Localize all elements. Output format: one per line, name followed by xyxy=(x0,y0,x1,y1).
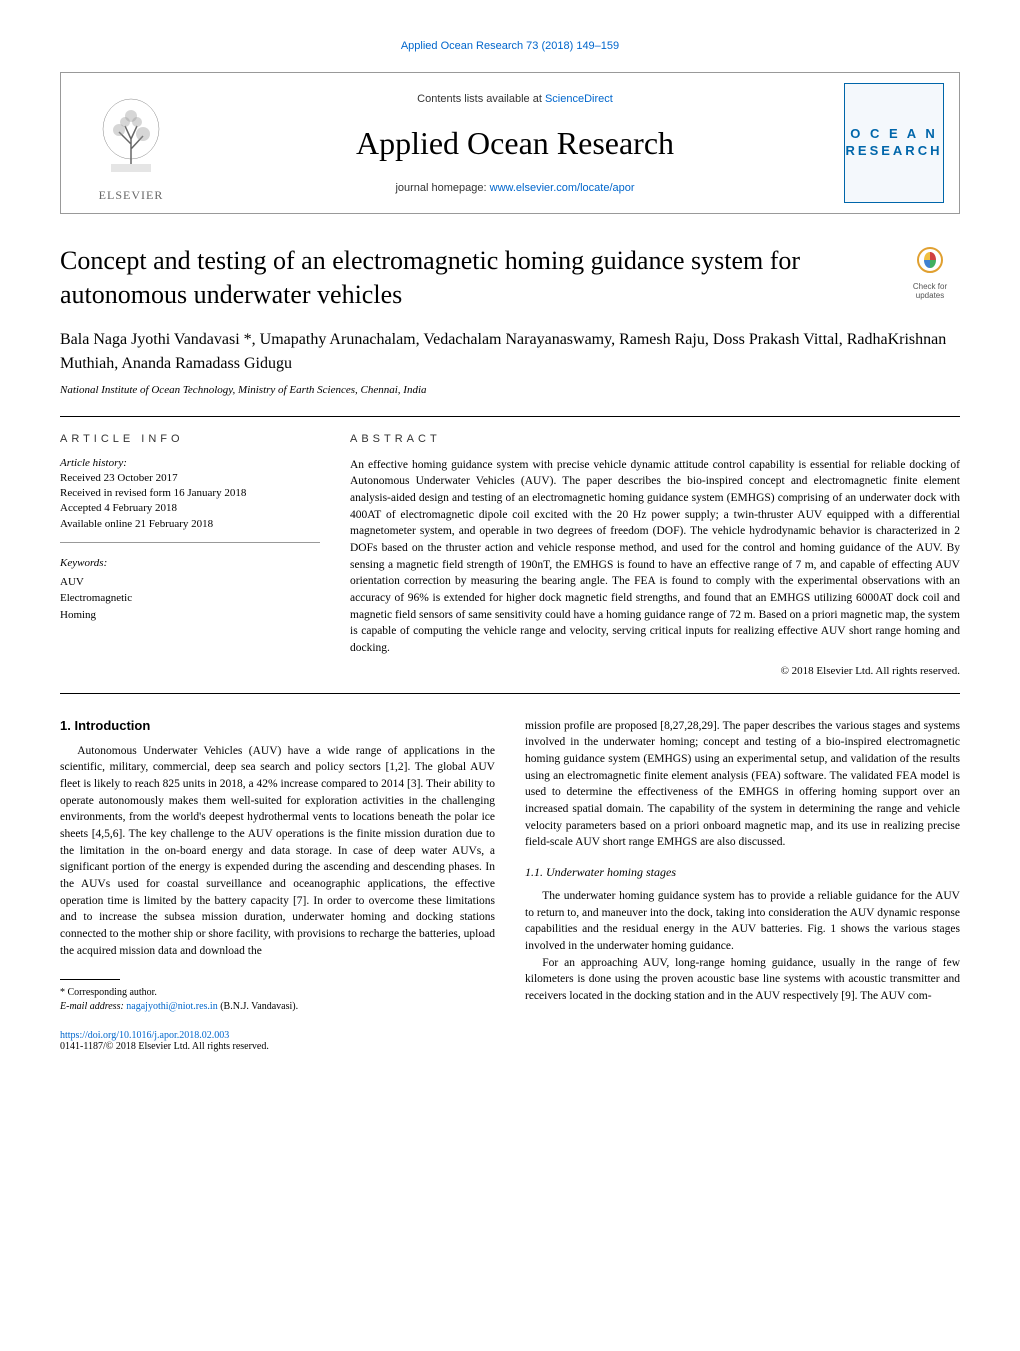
body-two-columns: 1. Introduction Autonomous Underwater Ve… xyxy=(60,718,960,1053)
homing-paragraph-1: The underwater homing guidance system ha… xyxy=(525,888,960,955)
homepage-link[interactable]: www.elsevier.com/locate/apor xyxy=(490,182,635,194)
contents-available-line: Contents lists available at ScienceDirec… xyxy=(206,93,824,105)
email-label: E-mail address: xyxy=(60,1001,126,1012)
history-revised: Received in revised form 16 January 2018 xyxy=(60,486,320,501)
journal-citation-header: Applied Ocean Research 73 (2018) 149–159 xyxy=(60,40,960,52)
elsevier-tree-icon xyxy=(91,94,171,184)
sciencedirect-link[interactable]: ScienceDirect xyxy=(545,93,613,105)
keyword-3: Homing xyxy=(60,607,320,624)
abstract-label: ABSTRACT xyxy=(350,433,960,445)
doi-footer: https://doi.org/10.1016/j.apor.2018.02.0… xyxy=(60,1030,495,1052)
history-online: Available online 21 February 2018 xyxy=(60,517,320,532)
author-email-name: (B.N.J. Vandavasi). xyxy=(218,1001,298,1012)
footnote-separator xyxy=(60,979,120,980)
author-email-link[interactable]: nagajyothi@niot.res.in xyxy=(126,1001,217,1012)
section-1-1-heading: 1.1. Underwater homing stages xyxy=(525,865,960,880)
journal-cover-thumbnail: O C E A N RESEARCH xyxy=(844,83,944,203)
cover-line-2: RESEARCH xyxy=(846,143,943,160)
article-title: Concept and testing of an electromagneti… xyxy=(60,244,880,312)
doi-link[interactable]: https://doi.org/10.1016/j.apor.2018.02.0… xyxy=(60,1030,229,1041)
keyword-1: AUV xyxy=(60,574,320,591)
journal-name: Applied Ocean Research xyxy=(206,125,824,162)
crossmark-icon xyxy=(912,244,948,280)
author-list: Bala Naga Jyothi Vandavasi *, Umapathy A… xyxy=(60,328,960,376)
banner-center: Contents lists available at ScienceDirec… xyxy=(186,93,844,194)
intro-paragraph-2: mission profile are proposed [8,27,28,29… xyxy=(525,718,960,851)
abstract-column: ABSTRACT An effective homing guidance sy… xyxy=(350,433,960,677)
abstract-copyright: © 2018 Elsevier Ltd. All rights reserved… xyxy=(350,665,960,677)
keyword-2: Electromagnetic xyxy=(60,590,320,607)
check-for-updates-badge[interactable]: Check for updates xyxy=(900,244,960,300)
keywords-label: Keywords: xyxy=(60,555,320,572)
issn-copyright: 0141-1187/© 2018 Elsevier Ltd. All right… xyxy=(60,1041,495,1052)
right-column: mission profile are proposed [8,27,28,29… xyxy=(525,718,960,1053)
article-info-column: ARTICLE INFO Article history: Received 2… xyxy=(60,433,320,677)
section-1-heading: 1. Introduction xyxy=(60,718,495,733)
check-updates-label: Check for updates xyxy=(900,282,960,300)
homepage-label: journal homepage: xyxy=(395,182,489,194)
intro-paragraph-1: Autonomous Underwater Vehicles (AUV) hav… xyxy=(60,743,495,960)
homing-paragraph-2: For an approaching AUV, long-range homin… xyxy=(525,955,960,1005)
corresponding-label: * Corresponding author. xyxy=(60,986,495,1000)
contents-text: Contents lists available at xyxy=(417,93,545,105)
affiliation: National Institute of Ocean Technology, … xyxy=(60,384,960,396)
journal-homepage-line: journal homepage: www.elsevier.com/locat… xyxy=(206,182,824,194)
elsevier-logo: ELSEVIER xyxy=(76,83,186,203)
elsevier-label: ELSEVIER xyxy=(99,188,164,203)
article-history-label: Article history: xyxy=(60,457,320,469)
article-info-label: ARTICLE INFO xyxy=(60,433,320,445)
abstract-text: An effective homing guidance system with… xyxy=(350,457,960,657)
history-accepted: Accepted 4 February 2018 xyxy=(60,501,320,516)
corresponding-author-footnote: * Corresponding author. E-mail address: … xyxy=(60,986,495,1014)
journal-banner: ELSEVIER Contents lists available at Sci… xyxy=(60,72,960,214)
history-received: Received 23 October 2017 xyxy=(60,471,320,486)
left-column: 1. Introduction Autonomous Underwater Ve… xyxy=(60,718,495,1053)
cover-line-1: O C E A N xyxy=(846,126,943,143)
